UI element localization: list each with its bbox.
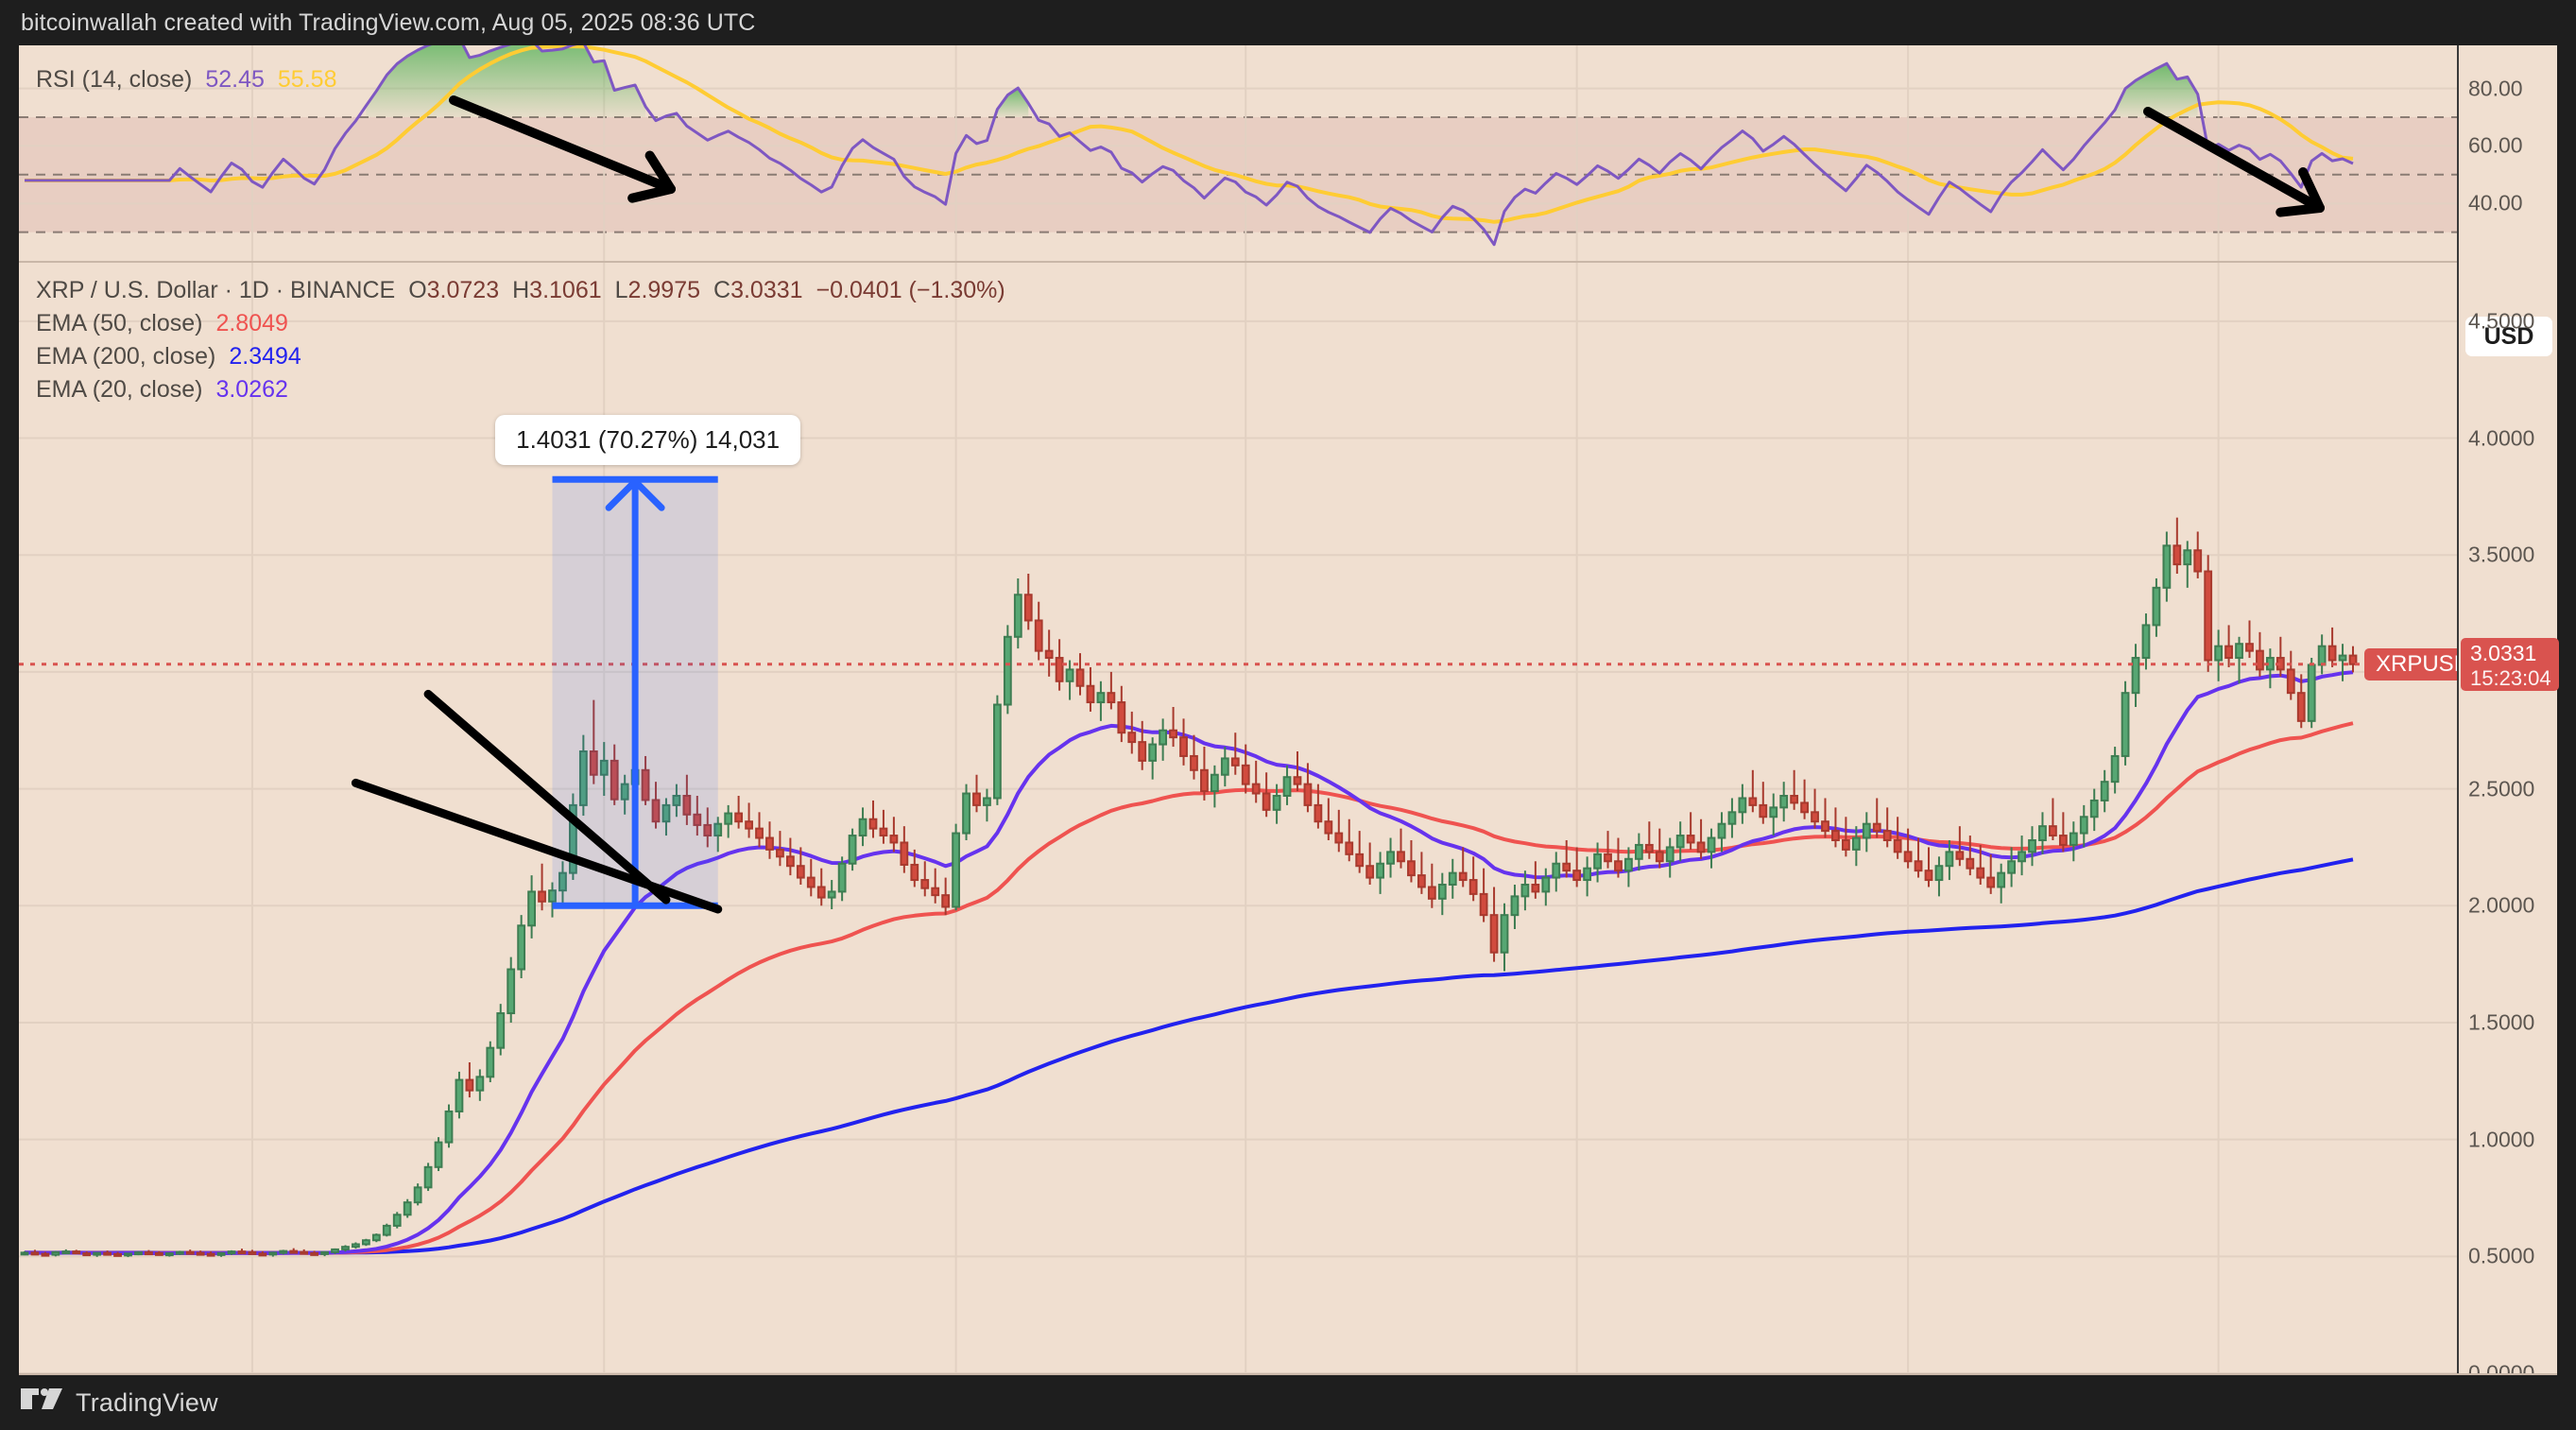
rsi-legend-title: RSI (14, close) — [36, 66, 193, 93]
pane-divider — [19, 261, 2457, 263]
ema50-value: 2.8049 — [215, 310, 288, 336]
price-pane[interactable]: XRP / U.S. Dollar · 1D · BINANCE O3.0723 H… — [19, 263, 2457, 1373]
high-value: 3.1061 — [529, 277, 602, 303]
rsi-pane[interactable]: RSI (14, close) 52.45 55.58 — [19, 45, 2457, 261]
price-tick-label: 4.5000 — [2468, 308, 2535, 334]
low-label: L — [614, 277, 628, 303]
ema20-label: EMA (20, close) — [36, 376, 203, 403]
current-price-time: 15:23:04 — [2470, 665, 2551, 690]
tradingview-logo-icon — [21, 1388, 62, 1409]
candlestick-plot — [19, 263, 2457, 1373]
ema200-value: 2.3494 — [229, 343, 301, 370]
rsi-legend-value: 52.45 — [205, 66, 265, 93]
price-tick-label: 0.5000 — [2468, 1243, 2535, 1268]
ema20-row: EMA (20, close) 3.0262 — [36, 373, 1005, 406]
ema200-label: EMA (200, close) — [36, 343, 216, 370]
ema20-value: 3.0262 — [215, 376, 288, 403]
price-axis[interactable]: USD 3.0331 15:23:04 4.5000 4.0000 3.5000 2.… — [2457, 45, 2559, 1386]
price-tick-label: 2.0000 — [2468, 892, 2535, 918]
open-value: 3.0723 — [426, 277, 500, 303]
footer-brand: TradingView — [76, 1387, 218, 1417]
rsi-plot — [19, 45, 2457, 261]
open-label: O — [408, 277, 427, 303]
low-value: 2.9975 — [627, 277, 701, 303]
chart-shell: RSI (14, close) 52.45 55.58 XRP / U.S. Dol… — [19, 45, 2559, 1417]
rsi-legend-ma-value: 55.58 — [277, 66, 337, 93]
change-value: −0.0401 (−1.30%) — [816, 277, 1005, 303]
high-label: H — [512, 277, 530, 303]
rsi-tick-label: 60.00 — [2468, 132, 2523, 158]
price-tick-label: 1.5000 — [2468, 1009, 2535, 1035]
price-tick-label: 4.0000 — [2468, 425, 2535, 451]
current-price-tag: 3.0331 15:23:04 — [2461, 637, 2559, 691]
price-tick-label: 1.0000 — [2468, 1127, 2535, 1152]
currency-button[interactable]: USD — [2465, 317, 2552, 356]
ticker-badge: XRPUSD — [2364, 647, 2457, 681]
rsi-legend: RSI (14, close) 52.45 55.58 — [36, 66, 336, 94]
close-value: 3.0331 — [730, 277, 803, 303]
rsi-tick-label: 80.00 — [2468, 76, 2523, 101]
ema50-row: EMA (50, close) 2.8049 — [36, 307, 1005, 340]
measure-tooltip[interactable]: 1.4031 (70.27%) 14,031 — [495, 415, 801, 466]
ema200-row: EMA (200, close) 2.3494 — [36, 340, 1005, 373]
rsi-tick-label: 40.00 — [2468, 190, 2523, 215]
footer-bar: TradingView — [0, 1375, 2576, 1430]
price-tick-label: 2.5000 — [2468, 776, 2535, 801]
current-price-value: 3.0331 — [2470, 640, 2537, 665]
watermark-bar: bitcoinwallah created with TradingView.c… — [0, 0, 2576, 45]
price-tick-label: 3.5000 — [2468, 542, 2535, 567]
symbol-ohlc-row: XRP / U.S. Dollar · 1D · BINANCE O3.0723 H… — [36, 274, 1005, 307]
close-label: C — [713, 277, 731, 303]
symbol-label: XRP / U.S. Dollar · 1D · BINANCE — [36, 277, 396, 303]
price-legend: XRP / U.S. Dollar · 1D · BINANCE O3.0723 H… — [36, 274, 1005, 406]
watermark-text: bitcoinwallah created with TradingView.c… — [21, 9, 756, 36]
ema50-label: EMA (50, close) — [36, 310, 203, 336]
